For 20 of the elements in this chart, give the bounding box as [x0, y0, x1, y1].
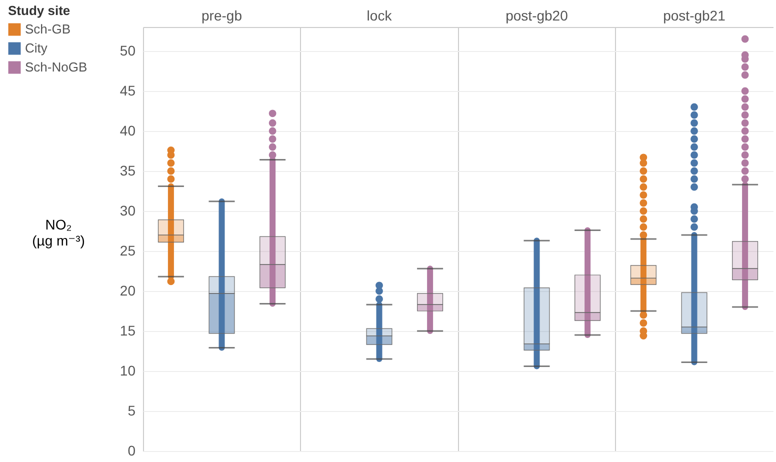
y-tick-label: 25 — [120, 242, 136, 258]
x-tick-label: post-gb21 — [663, 8, 726, 24]
x-tick-label: lock — [366, 8, 393, 24]
y-tick-label: 0 — [128, 442, 136, 458]
y-axis-title: NO₂ (µg m⁻³) — [32, 216, 85, 248]
y-tick-label: 40 — [120, 122, 136, 138]
legend-label: Sch-NoGB — [25, 60, 88, 74]
legend-title: Study site — [8, 3, 70, 18]
legend-label: Sch-GB — [25, 22, 71, 36]
y-tick-label: 50 — [120, 42, 136, 58]
y-tick-label: 15 — [120, 322, 136, 338]
y-tick-label: 45 — [120, 82, 136, 98]
y-tick-label: 5 — [128, 402, 136, 418]
y-tick-label: 35 — [120, 162, 136, 178]
x-tick-label: pre-gb — [202, 8, 242, 24]
legend-label: City — [25, 40, 48, 56]
y-tick-label: 30 — [120, 202, 136, 218]
y-tick-label: 20 — [120, 282, 136, 298]
y-tick-label: 10 — [120, 362, 136, 378]
x-tick-label: post-gb20 — [506, 8, 568, 24]
